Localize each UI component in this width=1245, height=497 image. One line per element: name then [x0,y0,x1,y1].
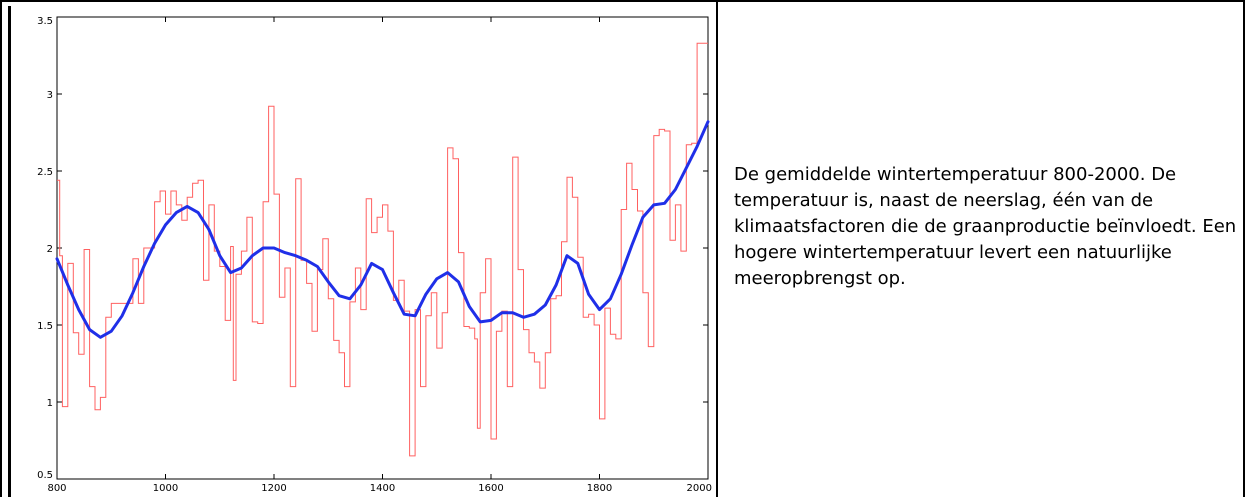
chart-caption: De gemiddelde wintertemperatuur 800-2000… [734,164,1237,289]
temperature-chart: 0.5 1 1.5 2 2.5 3 3.5 800 1000 1200 1400 1600 1800 2… [37,16,712,494]
series-layer [55,42,710,457]
x-tick-label: 800 [47,483,66,494]
y-tick-label: 0.5 [37,470,53,481]
y-tick-label: 2.5 [37,167,53,178]
left-border-bar [8,6,11,497]
x-axis: 800 1000 1200 1400 1600 1800 2000 [47,17,712,494]
y-tick-label: 1.5 [37,321,53,332]
step-series-line [57,42,708,457]
smoothed-series-line [55,120,710,339]
x-tick-label: 1000 [153,483,178,494]
y-axis: 0.5 1 1.5 2 2.5 3 3.5 [37,16,708,481]
x-tick-label: 1600 [478,483,503,494]
y-tick-label: 1 [47,398,53,409]
x-tick-label: 1200 [261,483,286,494]
x-tick-label: 1400 [370,483,395,494]
x-tick-label: 1800 [587,483,612,494]
cell-divider [716,0,718,497]
y-tick-label: 2 [47,244,53,255]
y-tick-label: 3 [47,90,53,101]
x-tick-label: 2000 [687,483,712,494]
y-tick-label: 3.5 [37,16,53,27]
